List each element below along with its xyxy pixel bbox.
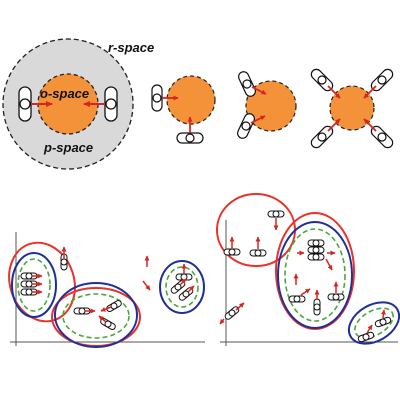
facing-arrow [366,324,373,334]
facing-arrow [235,302,245,311]
group-boundary-blue [54,282,138,348]
person-icon [176,132,204,144]
facing-arrow [187,285,195,293]
group-boundary-green [62,293,130,339]
formation-example-l-shape [151,75,216,144]
facing-arrow [363,85,377,99]
formation-example-side-by-side [237,71,297,139]
group-boundary-blue [11,252,57,318]
facing-arrow [251,86,267,95]
person-icon [307,239,325,247]
person-icon [313,298,321,316]
facing-arrow [363,118,377,132]
group-boundary-green [17,258,51,312]
grouping-plot-left [8,232,205,348]
person-icon [104,86,118,122]
group-boundary-blue [347,301,400,345]
facing-arrow [380,309,386,319]
group-boundary-green [284,228,346,322]
person-icon [73,307,91,315]
person-icon [106,300,122,312]
o-space-label: o-space [40,86,89,101]
facing-arrow [250,115,266,124]
o-space-region [166,75,216,125]
p-space-label: p-space [43,140,93,155]
person-icon [223,248,241,256]
facing-arrow [327,118,341,132]
person-icon [238,71,256,97]
group-boundary-blue [277,221,353,329]
formation-example-circular [310,68,394,149]
person-icon [357,331,375,343]
person-icon [224,306,240,320]
o-space-region [329,85,375,131]
grouping-plot-right [216,193,400,346]
f-formation-schema: r-space o-space p-space [2,38,154,170]
person-icon [288,295,306,303]
person-icon [151,84,163,112]
facing-arrow [98,315,107,323]
person-icon [307,253,325,261]
group-boundary-blue [159,260,205,314]
facing-arrow [142,280,151,291]
person-icon [18,86,32,122]
facing-arrow [327,85,341,99]
person-icon [310,68,334,92]
person-icon [237,113,255,139]
facing-arrow [219,318,225,325]
plot-axes [10,232,205,346]
person-icon [175,273,193,281]
person-icon [307,246,325,254]
facing-arrow [100,306,112,312]
facing-arrow [325,258,333,271]
facing-arrow [300,288,311,296]
plot-axes [220,220,398,346]
r-space-label: r-space [108,40,154,55]
person-icon [249,249,267,257]
person-icon [374,316,392,328]
person-icon [327,293,345,301]
group-boundary-green [354,307,394,339]
facing-arrow [179,278,187,286]
person-icon [267,210,285,218]
person-icon [370,125,394,149]
